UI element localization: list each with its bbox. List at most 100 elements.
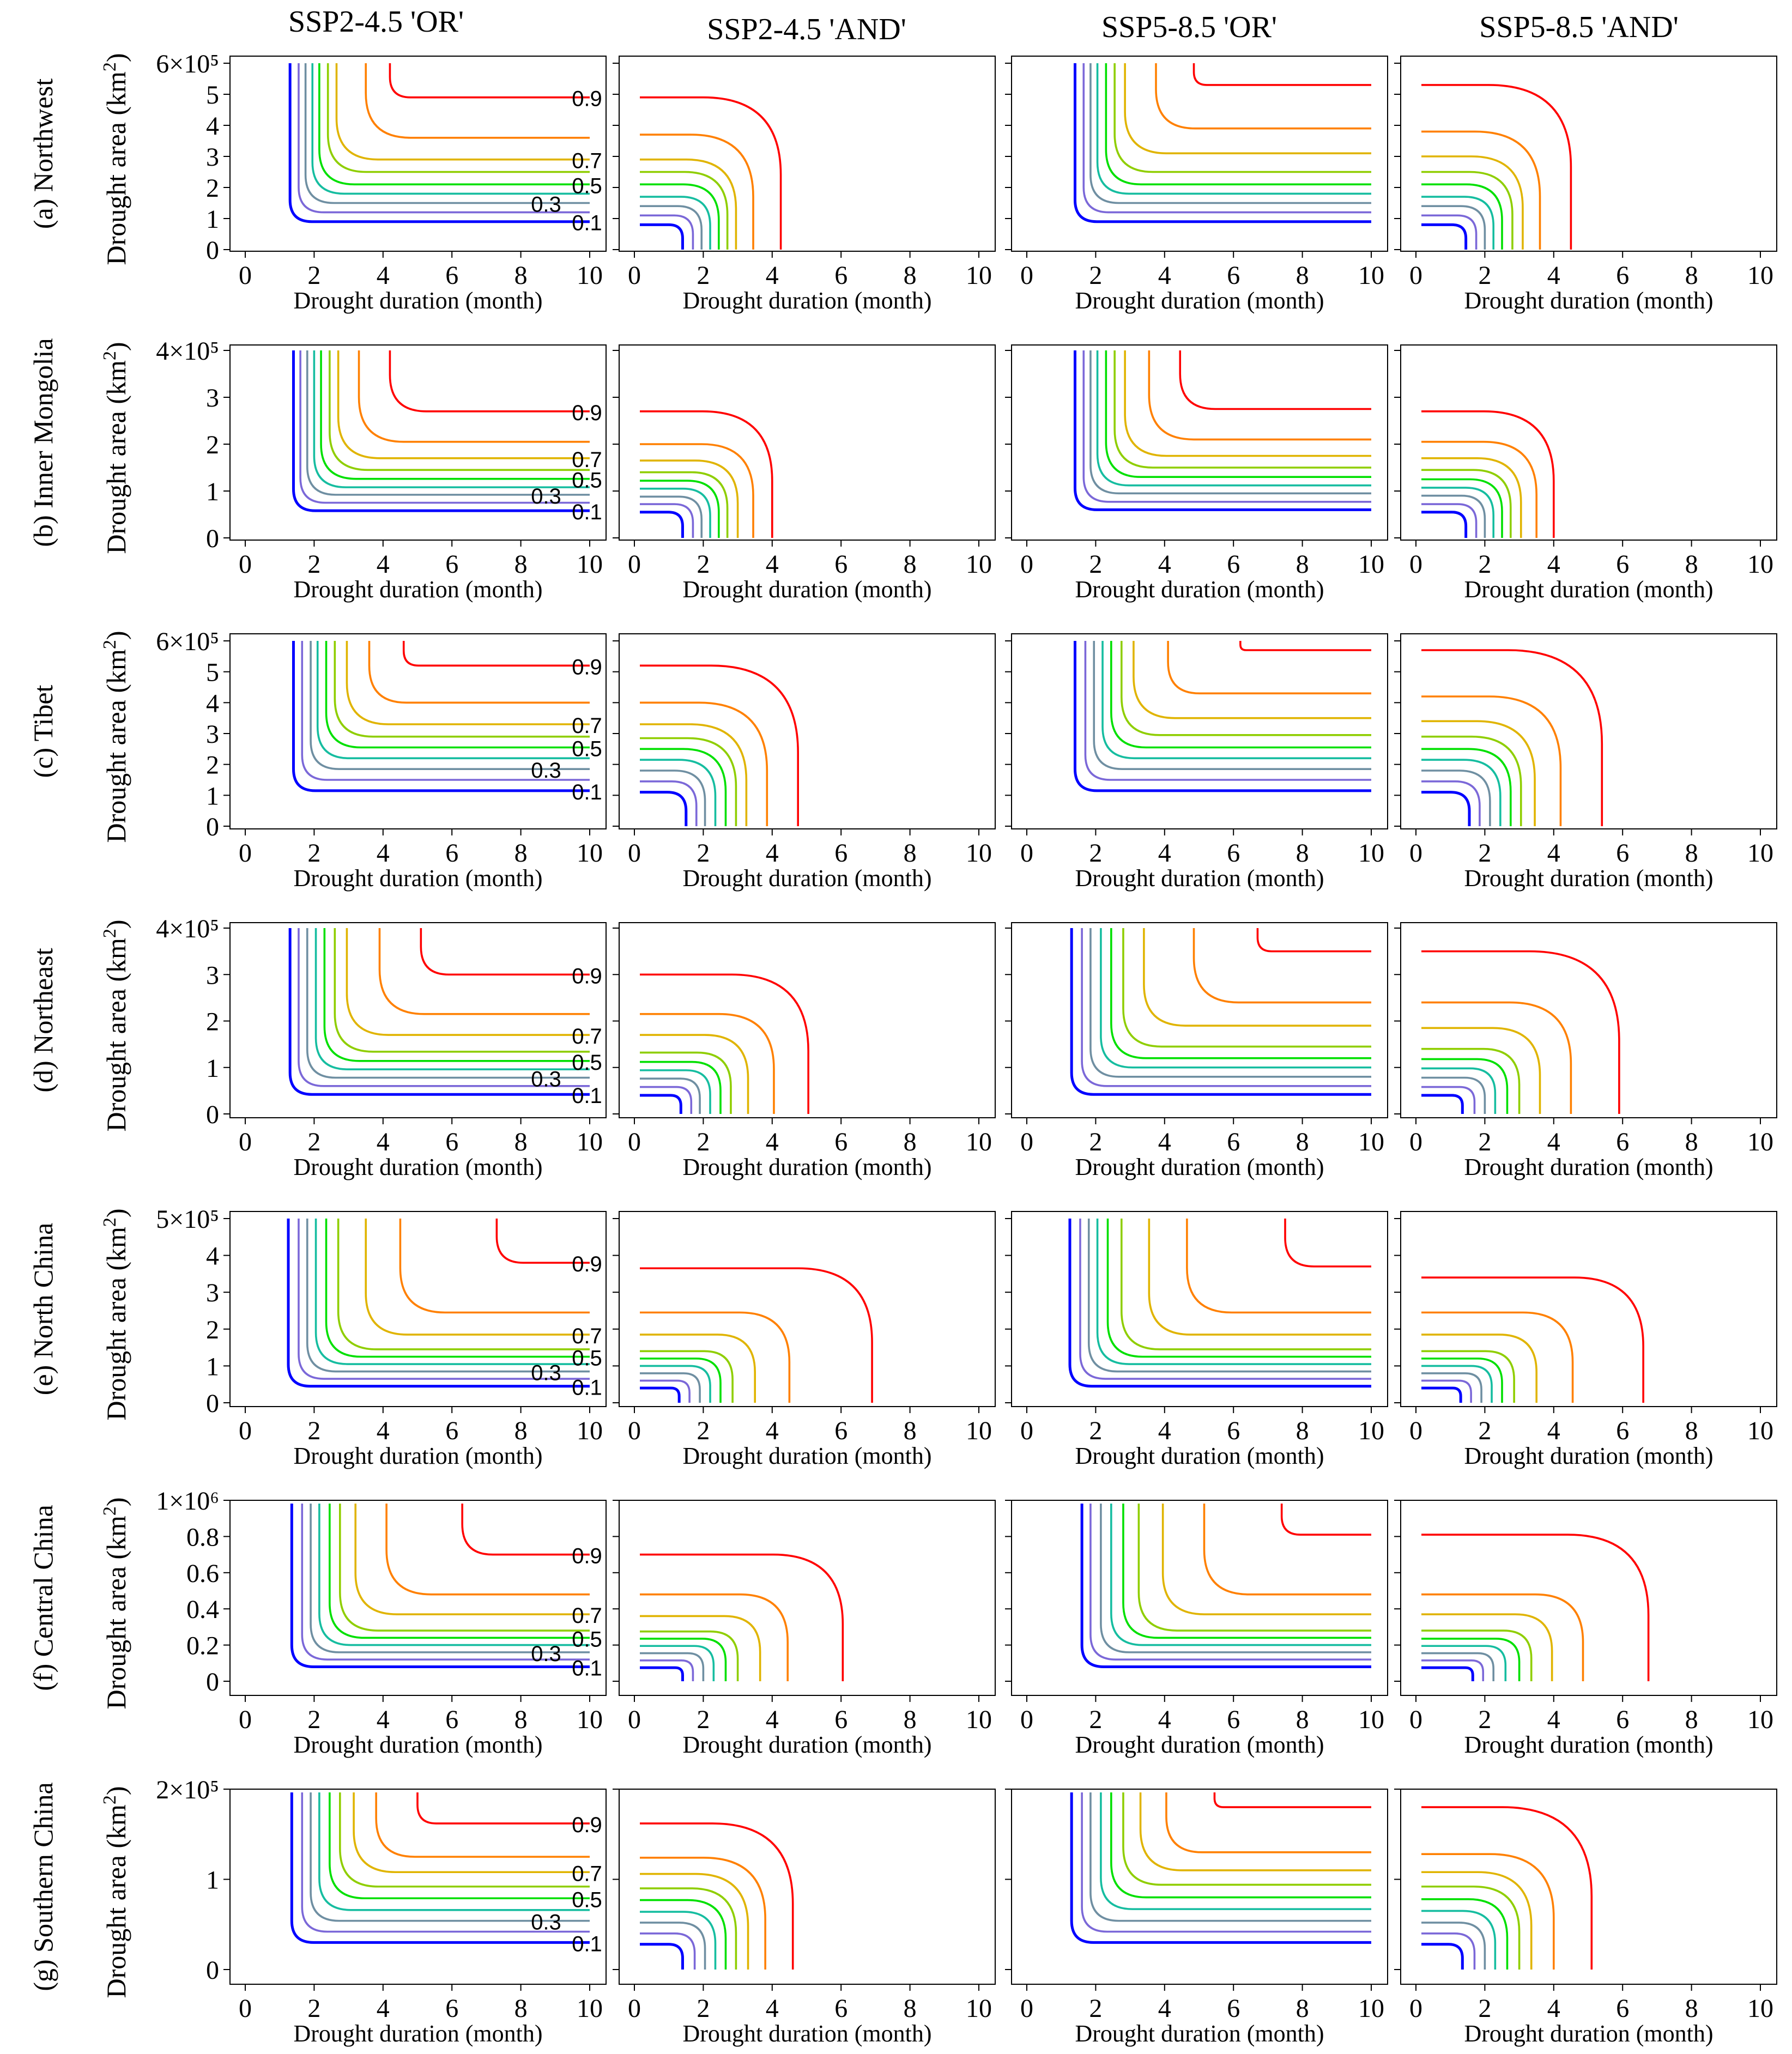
contour-line-0.6 — [640, 737, 737, 826]
x-tick-label: 8 — [1296, 839, 1309, 868]
contour-line-0.4 — [1101, 641, 1371, 760]
y-tick-label: 4 — [206, 689, 219, 718]
contour-line-0.6 — [1113, 63, 1371, 173]
contour-line-0.4 — [314, 928, 590, 1070]
x-tick-label: 0 — [239, 839, 252, 868]
x-axis-label: Drought duration (month) — [682, 576, 931, 603]
panel-frame — [1400, 1789, 1777, 1985]
contour-line-0.2 — [640, 1659, 694, 1681]
x-tick-label: 4 — [1158, 1416, 1171, 1445]
x-tick-label: 0 — [628, 1705, 641, 1734]
x-tick-label: 0 — [1020, 1128, 1033, 1156]
contour-line-0.6 — [1421, 735, 1522, 826]
panel-frame — [229, 922, 607, 1118]
contour-line-0.9 — [1421, 84, 1572, 250]
x-tick-label: 4 — [766, 1128, 779, 1156]
contour-line-0.2 — [1081, 1792, 1371, 1933]
panel-frame — [1400, 56, 1777, 252]
contour-line-0.3 — [640, 1922, 706, 1970]
y-tick-label: 4 — [206, 1242, 219, 1271]
contour-line-0.8 — [1155, 63, 1371, 130]
contour-line-0.9 — [416, 1792, 590, 1825]
contour-line-0.9 — [1280, 1504, 1371, 1536]
x-tick-label: 2 — [1478, 1705, 1491, 1734]
x-tick-label: 10 — [1358, 550, 1384, 579]
x-tick-label: 4 — [1547, 550, 1560, 579]
x-axis-label: Drought duration (month) — [682, 1154, 931, 1180]
contour-label: 0.5 — [572, 1627, 602, 1651]
panel-frame — [1011, 633, 1388, 829]
x-axis-label: Drought duration (month) — [1075, 287, 1324, 314]
contour-label: 0.3 — [531, 1642, 561, 1666]
column-title: SSP5-8.5 'OR' — [1101, 10, 1277, 44]
contour-line-0.6 — [1421, 171, 1513, 250]
y-tick-label: 0 — [206, 1668, 219, 1696]
y-tick-label: 4×10⁵ — [156, 337, 219, 366]
x-axis-label: Drought duration (month) — [682, 1443, 931, 1469]
contour-line-0.3 — [1421, 205, 1486, 250]
x-tick-label: 8 — [1685, 261, 1698, 290]
x-tick-label: 4 — [1158, 261, 1171, 290]
contour-line-0.5 — [640, 1061, 722, 1114]
contour-line-0.8 — [1421, 1001, 1572, 1114]
x-axis-label: Drought duration (month) — [1075, 1443, 1324, 1469]
contour-line-0.9 — [1421, 950, 1620, 1114]
contour-line-0.1 — [290, 1504, 590, 1668]
contour-label: 0.1 — [572, 211, 602, 235]
x-tick-label: 4 — [1158, 839, 1171, 868]
y-axis-label-close: ) — [101, 1786, 131, 1795]
contour-line-0.5 — [1421, 183, 1503, 250]
x-tick-label: 0 — [239, 1994, 252, 2023]
contour-line-0.8 — [375, 1792, 590, 1858]
contour-line-0.6 — [640, 171, 729, 250]
contour-line-0.7 — [1421, 1334, 1537, 1403]
x-tick-label: 6 — [1227, 1705, 1240, 1734]
y-tick-label: 2 — [206, 751, 219, 780]
contour-line-0.9 — [1421, 649, 1603, 826]
x-tick-label: 0 — [239, 1128, 252, 1156]
y-tick-label: 1 — [206, 1866, 219, 1895]
contour-line-0.6 — [339, 1504, 590, 1632]
x-tick-label: 0 — [628, 261, 641, 290]
x-axis-label: Drought duration (month) — [682, 287, 931, 314]
panel-frame — [619, 922, 996, 1118]
contour-line-0.1 — [288, 63, 590, 223]
contour-line-0.5 — [1105, 350, 1371, 478]
contour-line-0.9 — [640, 664, 799, 826]
contour-line-0.9 — [640, 96, 782, 250]
contour-line-0.1 — [640, 223, 684, 250]
contour-line-0.7 — [1421, 1613, 1553, 1681]
x-tick-label: 8 — [514, 1128, 528, 1156]
y-tick-label: 0 — [206, 524, 219, 553]
y-tick-label: 0.6 — [186, 1559, 219, 1588]
x-tick-label: 0 — [1020, 550, 1033, 579]
x-tick-label: 8 — [1296, 1994, 1309, 2023]
contour-line-0.5 — [1421, 1358, 1503, 1403]
contour-line-0.4 — [1096, 350, 1371, 487]
contour-line-0.7 — [353, 1792, 590, 1874]
y-tick-label: 2×10⁵ — [156, 1776, 219, 1804]
x-tick-label: 8 — [904, 1416, 917, 1445]
y-tick-label: 5×10⁵ — [156, 1205, 219, 1234]
y-tick-label: 3 — [206, 961, 219, 990]
x-tick-label: 8 — [904, 550, 917, 579]
contour-line-0.2 — [299, 350, 590, 504]
contour-line-0.1 — [287, 1219, 590, 1388]
x-tick-label: 10 — [577, 1416, 603, 1445]
x-axis-label: Drought duration (month) — [1464, 1731, 1713, 1758]
x-tick-label: 4 — [766, 839, 779, 868]
contour-line-0.3 — [1421, 1922, 1486, 1970]
x-tick-label: 0 — [1409, 839, 1422, 868]
contour-line-0.1 — [1080, 1504, 1371, 1668]
contour-line-0.7 — [346, 641, 590, 725]
contour-line-0.4 — [640, 487, 711, 538]
x-axis-label: Drought duration (month) — [1075, 2020, 1324, 2047]
panel-frame — [619, 1211, 996, 1407]
y-tick-label: 1 — [206, 205, 219, 234]
contour-line-0.4 — [640, 196, 711, 250]
x-tick-label: 4 — [377, 1128, 390, 1156]
contour-line-0.9 — [1421, 1534, 1650, 1681]
contour-line-0.7 — [1421, 1027, 1541, 1114]
contour-line-0.2 — [1421, 1379, 1472, 1403]
x-tick-label: 6 — [1616, 1705, 1629, 1734]
